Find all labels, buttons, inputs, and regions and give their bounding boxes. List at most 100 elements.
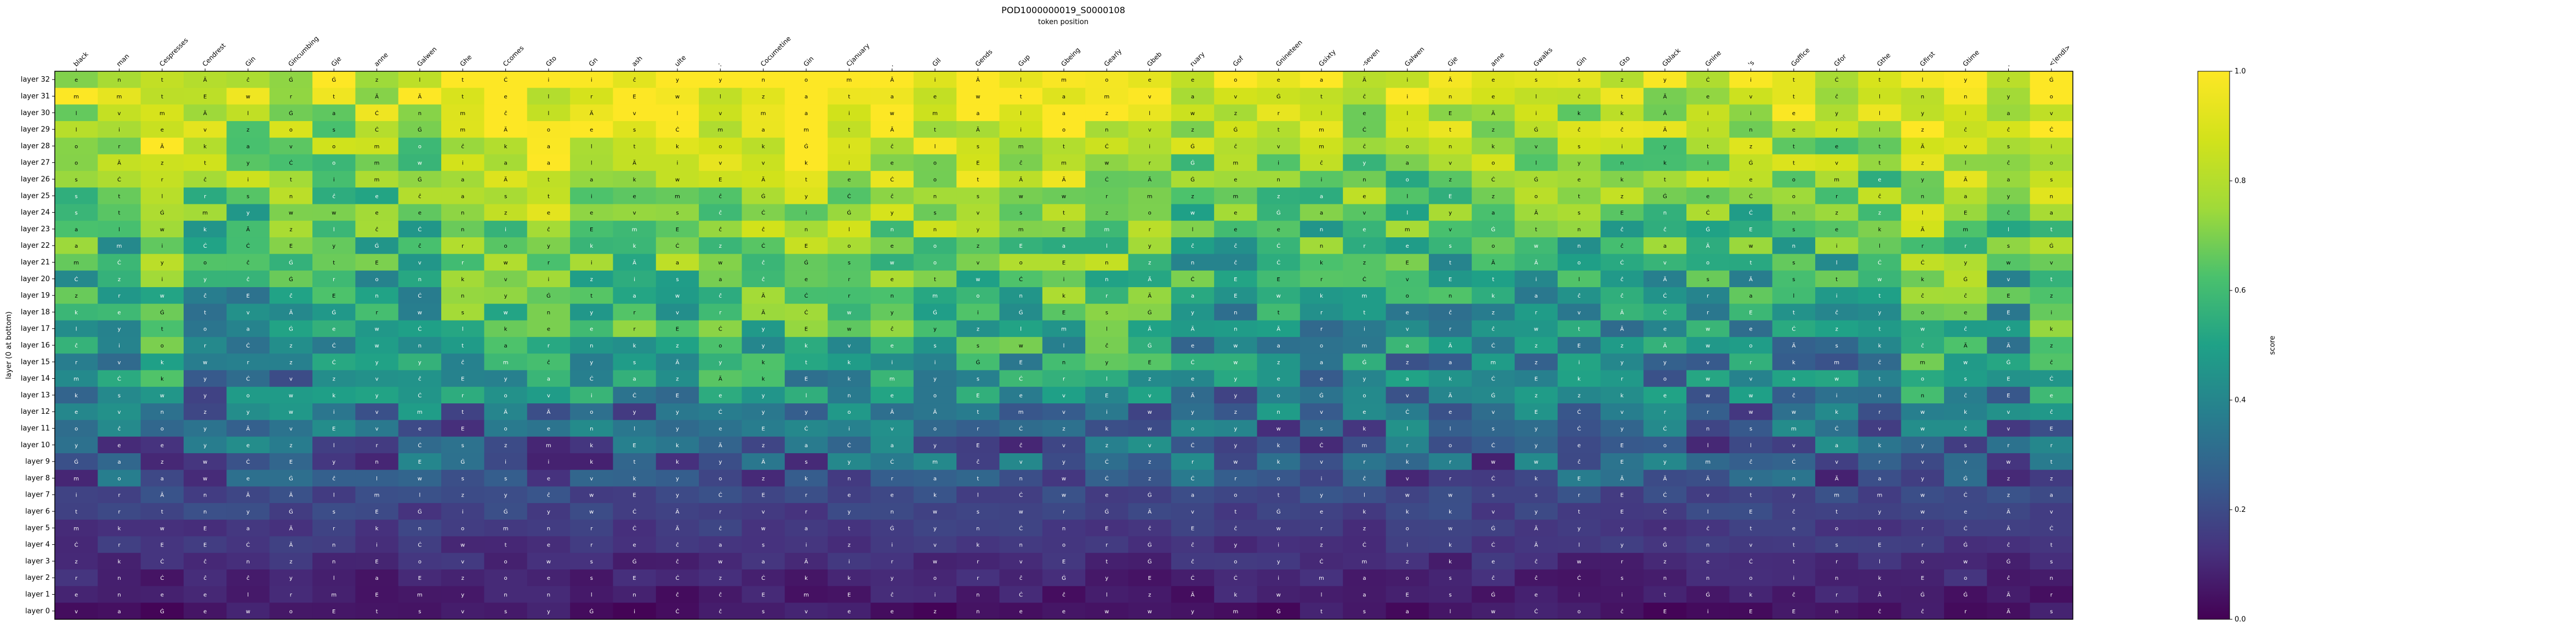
cell-glyph: e — [933, 94, 937, 100]
heatmap-cell — [999, 237, 1043, 254]
cell-glyph: E — [1062, 559, 1065, 565]
cell-glyph: e — [1878, 177, 1881, 183]
heatmap-cell — [999, 88, 1043, 105]
cell-glyph: Ġ — [976, 358, 980, 366]
cell-glyph: t — [1664, 592, 1666, 598]
cell-glyph: v — [1148, 393, 1152, 399]
cell-glyph: w — [160, 293, 164, 299]
heatmap-cell — [999, 187, 1043, 204]
cell-glyph: a — [547, 161, 550, 167]
heatmap-cell — [1128, 270, 1172, 288]
cell-glyph: l — [1535, 94, 1537, 100]
cell-glyph: v — [118, 409, 121, 415]
cell-glyph: m — [932, 293, 938, 299]
cell-glyph: e — [1749, 177, 1752, 183]
cell-glyph: Ä — [1062, 176, 1066, 183]
heatmap-cell — [913, 270, 957, 288]
heatmap-cell — [184, 270, 227, 288]
cell-glyph: Ä — [1534, 524, 1538, 532]
cell-glyph: k — [762, 144, 765, 150]
heatmap-cell — [613, 138, 657, 155]
heatmap-cell — [441, 104, 485, 122]
cell-glyph: v — [1749, 543, 1752, 549]
heatmap-cell — [613, 104, 657, 122]
cell-glyph: y — [1449, 210, 1452, 216]
cell-glyph: s — [418, 609, 421, 615]
cell-glyph: e — [1663, 393, 1667, 399]
cell-glyph: o — [805, 77, 808, 83]
heatmap-cell — [1214, 121, 1258, 138]
cell-glyph: v — [1406, 277, 1409, 283]
heatmap-cell — [184, 121, 227, 138]
cell-glyph: v — [676, 310, 679, 316]
cell-glyph: v — [1491, 409, 1495, 415]
cell-glyph: t — [590, 293, 592, 299]
heatmap-cell — [398, 71, 442, 88]
cell-glyph: E — [1449, 277, 1452, 283]
heatmap-cell — [1729, 270, 1773, 288]
heatmap-cell — [1729, 254, 1773, 271]
heatmap-cell — [140, 104, 184, 122]
cell-glyph: y — [1620, 360, 1623, 366]
cell-glyph: n — [1964, 94, 1967, 100]
cell-glyph: t — [333, 94, 335, 100]
cell-glyph: y — [1663, 144, 1667, 150]
x-tick-label: Gwalks — [1532, 46, 1554, 68]
cell-glyph: ĉ — [1749, 459, 1753, 465]
cell-glyph: o — [1019, 260, 1023, 266]
cell-glyph: n — [1921, 193, 1924, 199]
cell-glyph: Ä — [546, 408, 550, 415]
cell-glyph: Ä — [1663, 342, 1667, 349]
x-tick-label: Cjanuary — [845, 42, 871, 68]
heatmap-cell — [527, 304, 571, 321]
cell-glyph: m — [73, 476, 79, 482]
cell-glyph: a — [719, 277, 722, 283]
cell-glyph: w — [1534, 243, 1538, 249]
cell-glyph: v — [1749, 94, 1752, 100]
cell-glyph: z — [1878, 210, 1881, 216]
cell-glyph: t — [161, 77, 163, 83]
x-tick-label: Gup — [1017, 53, 1031, 68]
cell-glyph: t — [634, 459, 636, 465]
cell-glyph: i — [548, 459, 550, 465]
cell-glyph: e — [1406, 310, 1409, 316]
heatmap-cell — [1300, 220, 1343, 238]
cell-glyph: ĉ — [547, 492, 550, 499]
cell-glyph: y — [375, 393, 379, 399]
heatmap-cell — [570, 71, 613, 88]
y-tick-label: layer 2 — [25, 574, 50, 582]
cell-glyph: Ċ — [1663, 425, 1667, 432]
cell-glyph: n — [1706, 575, 1709, 581]
cell-glyph: y — [1105, 360, 1108, 366]
heatmap-cell — [613, 304, 657, 321]
cell-glyph: Ċ — [1019, 375, 1023, 383]
cell-glyph: Ġ — [1706, 226, 1710, 233]
cell-glyph: a — [161, 476, 164, 482]
cell-glyph: t — [1879, 377, 1881, 383]
y-tick-label: layer 4 — [25, 541, 50, 549]
x-tick-labels: black man Cespresses Cendrest Gin Gincumbing G… — [72, 35, 2072, 71]
heatmap-cell — [999, 220, 1043, 238]
cell-glyph: y — [2007, 94, 2010, 100]
cell-glyph: a — [504, 343, 508, 349]
heatmap-cell — [1987, 287, 2031, 304]
heatmap-cell — [140, 304, 184, 321]
cell-glyph: l — [1578, 277, 1580, 283]
heatmap-cell — [269, 270, 313, 288]
heatmap-cell — [2030, 187, 2073, 204]
heatmap-cell — [484, 254, 528, 271]
cell-glyph: l — [1020, 327, 1022, 333]
cell-glyph: e — [1706, 193, 1709, 199]
cell-glyph: t — [118, 210, 121, 216]
cell-glyph: Ä — [1449, 342, 1452, 349]
colorbar — [2197, 71, 2230, 620]
heatmap-cell — [1557, 204, 1601, 221]
heatmap-cell — [1686, 287, 1730, 304]
heatmap-cell — [1557, 270, 1601, 288]
heatmap-cell — [1085, 71, 1129, 88]
heatmap-cell — [1214, 204, 1258, 221]
cell-glyph: o — [1663, 377, 1667, 383]
cell-glyph: a — [633, 293, 636, 299]
heatmap-cell — [699, 304, 742, 321]
heatmap-cell — [1815, 270, 1859, 288]
